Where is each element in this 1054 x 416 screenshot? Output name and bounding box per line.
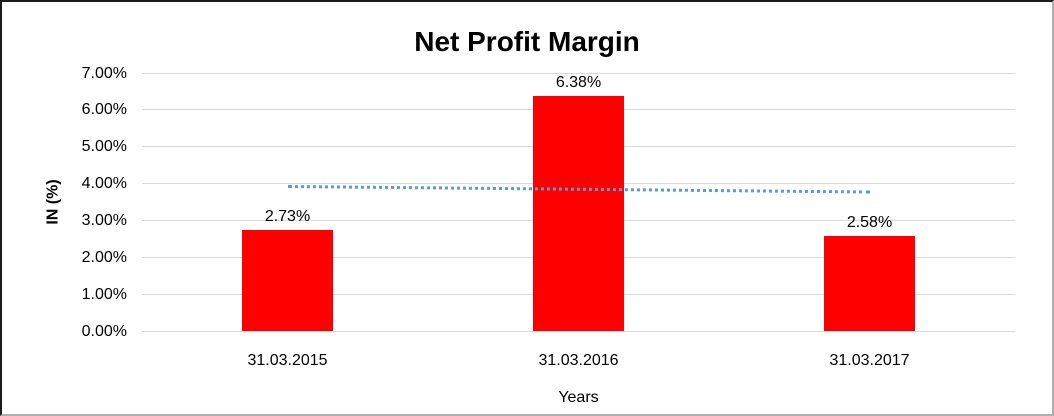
bar (242, 230, 333, 331)
gridline (142, 72, 1015, 74)
y-tick-label: 1.00% (81, 285, 127, 303)
chart-title: Net Profit Margin (414, 26, 640, 57)
x-tick-label: 31.03.2015 (247, 352, 328, 369)
bar-value-label: 6.38% (555, 73, 602, 91)
gridline (142, 330, 1015, 332)
y-tick-label: 0.00% (81, 322, 127, 340)
y-tick-label: 5.00% (81, 138, 127, 156)
bar (533, 95, 624, 331)
bar-value-label: 2.73% (264, 208, 311, 226)
y-tick-label: 2.00% (81, 248, 127, 266)
x-axis-title: Years (558, 389, 599, 406)
x-tick-label: 31.03.2016 (538, 352, 619, 369)
y-tick-label: 3.00% (81, 211, 127, 229)
y-tick-label: 7.00% (81, 64, 127, 82)
x-tick-label: 31.03.2017 (829, 352, 910, 369)
bar (824, 235, 915, 331)
bar-value-label: 2.58% (846, 213, 893, 231)
y-tick-label: 6.00% (81, 101, 127, 119)
y-tick-label: 4.00% (81, 175, 127, 193)
